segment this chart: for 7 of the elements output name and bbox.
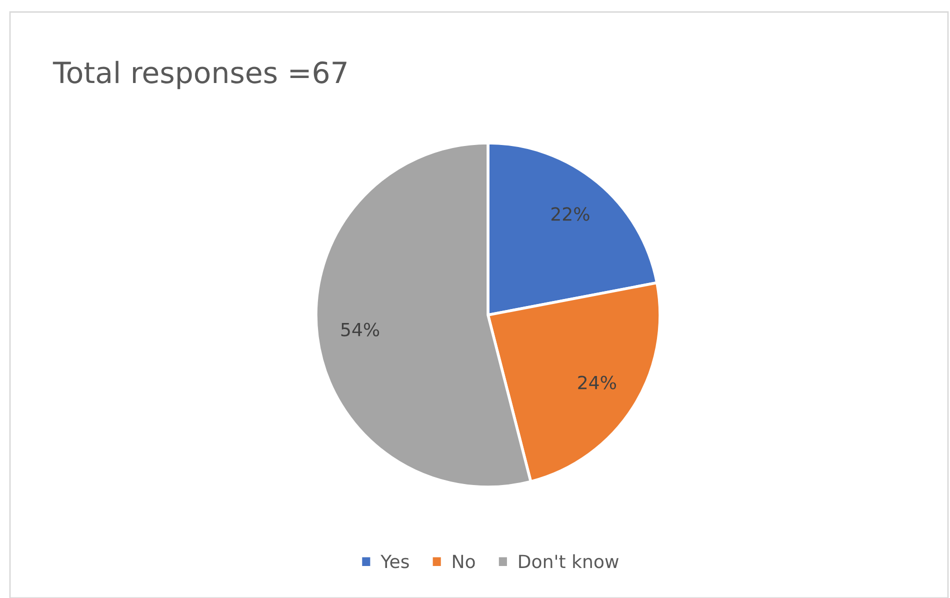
chart-title: Total responses =67 [52,60,346,90]
legend-label: No [453,554,475,568]
data-label: 24% [578,376,616,390]
legend-label: Yes [380,554,409,568]
data-label: 22% [551,207,590,221]
legend-label: Don't know [519,554,618,568]
data-label: 54% [341,322,380,336]
